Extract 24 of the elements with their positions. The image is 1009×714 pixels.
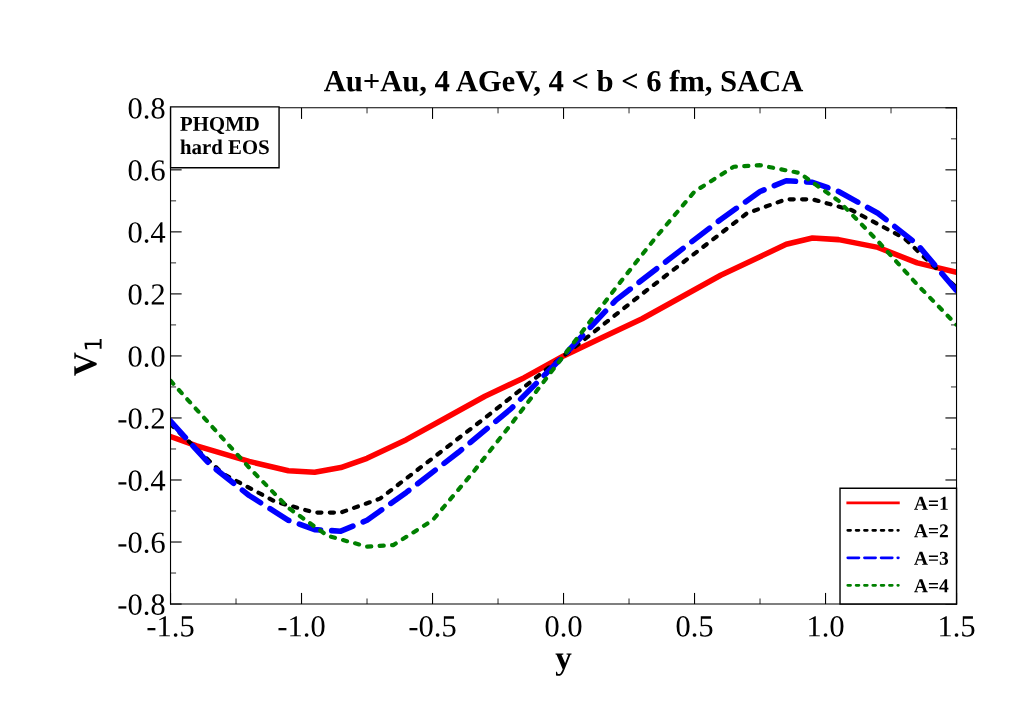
y-tick-label: 0.4 [128,222,166,243]
y-tick-label: 0.2 [128,284,164,305]
legend-label: A=4 [914,579,949,593]
y-tick-label: 0.6 [128,160,165,181]
chart-title: Au+Au, 4 AGeV, 4 < b < 6 fm, SACA [324,69,804,96]
x-axis-title: y [555,653,572,676]
legend-label: A=1 [914,496,948,510]
y-tick-label: 0.8 [128,98,165,119]
y-tick-label: 0.0 [128,346,165,367]
x-tick-label: 1.5 [940,616,975,637]
x-tick-label: 0.5 [676,616,713,637]
legend-label: A=2 [914,524,948,538]
annotation: PHQMD hard EOS [180,116,269,155]
x-tick-label: 0.0 [545,616,582,637]
x-tick-label: -0.5 [409,616,456,637]
y-tick-label: -0.6 [118,532,165,554]
x-tick-label: -1.5 [147,616,194,637]
y-axis-title: V$_{1}$ [74,339,102,376]
y-tick-label: -0.4 [118,470,166,492]
x-tick-label: 1.0 [809,616,844,637]
legend-label: A=3 [914,551,949,565]
y-tick-label: -0.8 [118,594,165,616]
x-tick-label: -1.0 [278,616,325,637]
y-tick-label: -0.2 [118,408,164,429]
